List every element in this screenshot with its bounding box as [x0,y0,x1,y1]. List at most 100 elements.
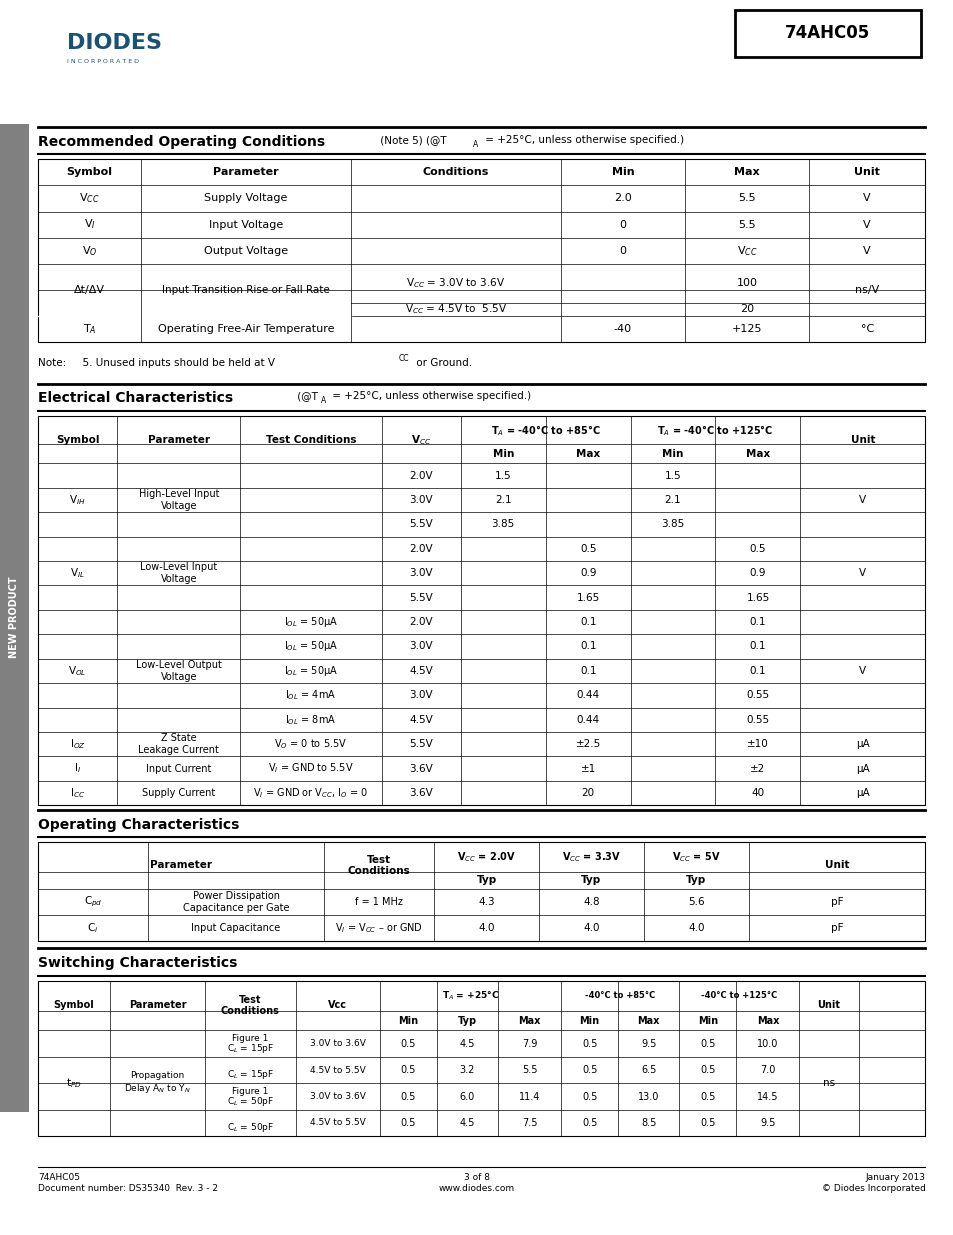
Text: 5.5V: 5.5V [409,593,433,603]
Text: 0.5: 0.5 [700,1118,715,1128]
Bar [734,10,920,57]
Bar [38,159,924,342]
Text: I$_{CC}$: I$_{CC}$ [70,787,86,800]
Text: V$_{OL}$: V$_{OL}$ [69,664,87,678]
Text: 0: 0 [618,220,626,230]
Text: 0.5: 0.5 [581,1092,597,1102]
Text: Low-Level Output
Voltage: Low-Level Output Voltage [135,661,222,682]
Text: V$_I$ = V$_{CC}$ – or GND: V$_I$ = V$_{CC}$ – or GND [335,921,423,935]
Text: Parameter: Parameter [213,168,278,178]
Text: I$_{OL}$ = 4mA: I$_{OL}$ = 4mA [285,688,336,703]
Text: C$_L$ = 15pF: C$_L$ = 15pF [227,1068,274,1082]
Text: 4.5: 4.5 [459,1039,475,1049]
Text: 0.44: 0.44 [576,690,599,700]
Text: 1.5: 1.5 [495,471,511,480]
Text: 74AHC05: 74AHC05 [783,25,869,42]
Text: Input Voltage: Input Voltage [209,220,283,230]
Text: 3.85: 3.85 [491,520,515,530]
Text: Typ: Typ [457,1015,476,1025]
Text: μA: μA [855,763,869,773]
Text: 0: 0 [618,246,626,256]
Text: Note:     5. Unused inputs should be held at V: Note: 5. Unused inputs should be held at… [38,358,274,368]
Text: 0.5: 0.5 [581,1065,597,1074]
Text: 20: 20 [740,305,753,315]
Text: 0.5: 0.5 [581,1118,597,1128]
Text: 9.5: 9.5 [640,1039,656,1049]
Text: V: V [859,495,865,505]
Text: 6.5: 6.5 [640,1065,656,1074]
Text: 7.0: 7.0 [760,1065,775,1074]
Text: Unit: Unit [824,861,848,871]
Text: 1.65: 1.65 [745,593,769,603]
Text: Max: Max [745,448,769,459]
Text: 2.0V: 2.0V [409,618,433,627]
Text: = +25°C, unless otherwise specified.): = +25°C, unless otherwise specified.) [481,135,683,144]
Text: ±10: ±10 [746,740,768,750]
Text: μA: μA [855,740,869,750]
Text: I N C O R P O R A T E D: I N C O R P O R A T E D [67,59,138,64]
Text: 0.5: 0.5 [400,1092,416,1102]
Text: Low-Level Input
Voltage: Low-Level Input Voltage [140,562,217,584]
Bar [38,416,924,805]
Text: ns/V: ns/V [854,285,879,295]
Text: Max: Max [756,1015,779,1025]
Text: 3.0V: 3.0V [409,495,433,505]
Text: V$_{CC}$ = 3.3V: V$_{CC}$ = 3.3V [561,850,620,864]
Text: 5.5: 5.5 [738,194,755,204]
Text: 2.0V: 2.0V [409,543,433,553]
Text: V$_{CC}$ = 5V: V$_{CC}$ = 5V [671,850,720,864]
Text: Unit: Unit [850,435,874,445]
Text: 0.1: 0.1 [579,618,596,627]
Text: = +25°C, unless otherwise specified.): = +25°C, unless otherwise specified.) [329,391,531,401]
Text: 14.5: 14.5 [757,1092,778,1102]
Text: V$_I$ = GND or V$_{CC}$, I$_O$ = 0: V$_I$ = GND or V$_{CC}$, I$_O$ = 0 [253,787,368,800]
Text: C$_L$ = 50pF: C$_L$ = 50pF [227,1094,274,1108]
Text: 0.5: 0.5 [581,1039,597,1049]
Text: NEW PRODUCT: NEW PRODUCT [10,577,19,658]
Text: Parameter: Parameter [129,1000,186,1010]
Text: Supply Current: Supply Current [142,788,215,798]
Text: 4.8: 4.8 [582,897,599,906]
Text: 0.9: 0.9 [749,568,765,578]
Text: 4.0: 4.0 [477,923,495,932]
Text: 11.4: 11.4 [518,1092,539,1102]
Text: V$_{CC}$: V$_{CC}$ [411,433,431,447]
Text: Power Dissipation
Capacitance per Gate: Power Dissipation Capacitance per Gate [183,890,289,913]
Text: 1.5: 1.5 [664,471,680,480]
Text: 0.5: 0.5 [579,543,596,553]
Text: 74AHC05
Document number: DS35340  Rev. 3 - 2: 74AHC05 Document number: DS35340 Rev. 3 … [38,1173,218,1193]
Text: ns: ns [822,1078,834,1088]
Text: 4.5V: 4.5V [409,715,433,725]
Text: Max: Max [576,448,599,459]
Text: Max: Max [637,1015,659,1025]
Text: Figure 1: Figure 1 [232,1087,269,1097]
Text: 6.0: 6.0 [459,1092,475,1102]
Text: Output Voltage: Output Voltage [204,246,288,256]
Text: 0.1: 0.1 [579,641,596,652]
Text: Operating Characteristics: Operating Characteristics [38,818,239,831]
Text: μA: μA [855,788,869,798]
Text: V$_I$ = GND to 5.5V: V$_I$ = GND to 5.5V [268,762,354,776]
Text: T$_A$ = -40°C to +85°C: T$_A$ = -40°C to +85°C [491,422,599,437]
Text: 0.5: 0.5 [700,1092,715,1102]
Text: Switching Characteristics: Switching Characteristics [38,956,237,969]
Text: 5.5V: 5.5V [409,520,433,530]
Text: Z State
Leakage Current: Z State Leakage Current [138,734,219,755]
Text: °C: °C [860,324,873,333]
Text: 3.2: 3.2 [459,1065,475,1074]
Text: 0.5: 0.5 [400,1039,416,1049]
Text: Test Conditions: Test Conditions [266,435,355,445]
Text: C$_L$ = 50pF: C$_L$ = 50pF [227,1121,274,1134]
Bar [0,124,29,1112]
Text: I$_{OL}$ = 50μA: I$_{OL}$ = 50μA [284,615,337,629]
Text: Figure 1: Figure 1 [232,1035,269,1044]
Text: Test
Conditions: Test Conditions [221,994,279,1016]
Text: ±1: ±1 [580,763,595,773]
Text: A: A [473,140,478,148]
Text: 0.44: 0.44 [576,715,599,725]
Text: 0.1: 0.1 [749,618,765,627]
Text: 3.0V to 3.6V: 3.0V to 3.6V [310,1092,365,1102]
Text: 0.1: 0.1 [749,666,765,676]
Text: Conditions: Conditions [422,168,489,178]
Text: 100: 100 [736,278,757,288]
